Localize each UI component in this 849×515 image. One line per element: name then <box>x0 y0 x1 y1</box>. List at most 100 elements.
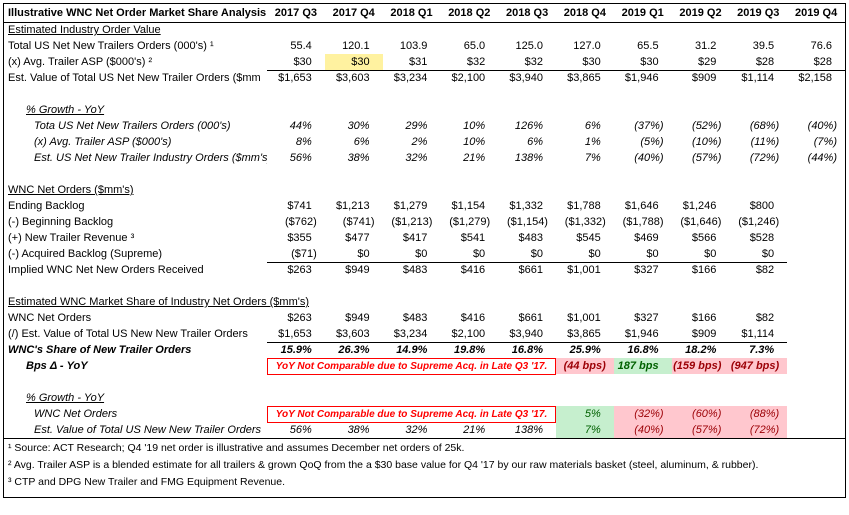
cell: 8% <box>295 136 312 148</box>
cell: (60%) <box>671 406 730 422</box>
table-row: Tota US Net New Trailers Orders (000's) 4… <box>4 118 845 134</box>
row-label: WNC Net Orders <box>34 408 118 420</box>
cell: 38% <box>347 152 370 164</box>
cell: 19.8% <box>453 344 486 356</box>
cell: $327 <box>634 264 659 277</box>
row-label <box>4 278 845 294</box>
column-header: 2019 Q4 <box>787 4 845 23</box>
cell: $416 <box>460 264 486 277</box>
cell: $483 <box>402 312 428 324</box>
cell: $483 <box>402 264 428 277</box>
cell: (72%) <box>749 152 780 164</box>
column-header: 2017 Q4 <box>324 4 383 23</box>
row-label: WNC Net Orders <box>8 312 92 324</box>
cell: 44% <box>289 120 312 132</box>
cell: $82 <box>755 312 775 324</box>
cell: 15.9% <box>280 344 312 356</box>
cell: (5%) <box>640 136 664 148</box>
cell: $263 <box>287 312 312 324</box>
cell: $30 <box>267 54 325 71</box>
cell: $741 <box>287 200 312 212</box>
table-row: (/) Est. Value of Total US New New Trail… <box>4 326 845 343</box>
cell: (68%) <box>749 120 780 132</box>
cell: 16.8% <box>511 344 543 356</box>
table-row <box>4 278 845 294</box>
table-row: WNC Net Orders ($mm's) <box>4 182 845 198</box>
cell: $0 <box>382 246 441 263</box>
cell: (52%) <box>692 120 722 132</box>
row-label: Bps Δ - YoY <box>26 360 88 372</box>
table-row <box>4 166 845 182</box>
row-label: (-) Beginning Backlog <box>8 216 114 228</box>
cell: 31.2 <box>694 40 717 52</box>
cell: $1,001 <box>567 264 601 277</box>
cell: ($1,154) <box>507 216 548 228</box>
table-row: (-) Beginning Backlog ($762) ($741) ($1,213… <box>4 214 845 230</box>
cell: 18.2% <box>685 344 717 357</box>
cell: $417 <box>402 232 428 244</box>
cell: 65.0 <box>463 40 486 52</box>
row-label <box>4 374 845 390</box>
cell: $1,213 <box>335 200 370 212</box>
cell: 7.3% <box>749 344 775 357</box>
cell: 25.9% <box>569 344 601 357</box>
cell: 1% <box>584 136 601 148</box>
cell: $1,001 <box>567 312 601 324</box>
cell: 103.9 <box>399 40 428 52</box>
cell: (40%) <box>634 152 664 164</box>
cell: (32%) <box>613 406 672 422</box>
cell: 65.5 <box>637 40 659 52</box>
table-row: Estimated Industry Order Value <box>4 22 845 38</box>
cell: 6% <box>584 120 601 132</box>
not-comparable-note: YoY Not Comparable due to Supreme Acq. i… <box>266 357 557 375</box>
cell: $800 <box>749 200 775 212</box>
row-label: (-) Acquired Backlog (Supreme) <box>8 248 163 260</box>
column-header: 2018 Q4 <box>555 4 614 23</box>
cell: 127.0 <box>573 40 601 52</box>
cell <box>787 214 845 230</box>
cell: $1,114 <box>741 72 775 85</box>
cell: $545 <box>576 232 601 244</box>
cell: $3,865 <box>555 326 614 343</box>
table-row: (+) New Trailer Revenue ³ $355 $477 $417 $54… <box>4 230 845 246</box>
cell: $2,100 <box>451 72 486 85</box>
table-row <box>4 86 845 102</box>
cell <box>787 326 845 342</box>
page-title: Illustrative WNC Net Order Market Share … <box>4 4 267 23</box>
cell: $0 <box>440 246 499 263</box>
cell: 6% <box>527 136 543 148</box>
not-comparable-note: YoY Not Comparable due to Supreme Acq. i… <box>266 405 557 423</box>
footnote: ¹ Source: ACT Research; Q4 '19 net order… <box>8 442 465 454</box>
row-label: (/) Est. Value of Total US New New Trail… <box>8 328 248 340</box>
table-row: Est. US Net New Trailer Industry Orders … <box>4 150 845 166</box>
cell: $3,234 <box>382 326 441 343</box>
row-label: Est. US Net New Trailer Industry Orders … <box>34 152 267 164</box>
cell: $31 <box>382 54 441 71</box>
cell: 16.8% <box>627 344 659 357</box>
cell: $1,332 <box>509 200 543 212</box>
row-label: Estimated Industry Order Value <box>8 24 161 37</box>
cell: $32 <box>440 54 499 71</box>
column-header: 2019 Q2 <box>671 4 730 23</box>
cell: ($741) <box>342 216 375 228</box>
table-row: Implied WNC Net New Orders Received $263 $… <box>4 262 845 278</box>
cell: 21% <box>463 152 486 164</box>
cell: $30 <box>324 54 383 71</box>
cell: $2,100 <box>440 326 499 343</box>
cell: $1,646 <box>624 200 659 212</box>
cell: 120.1 <box>342 40 370 52</box>
cell: 10% <box>463 120 486 132</box>
cell: 6% <box>353 136 370 148</box>
cell: $1,114 <box>729 326 788 343</box>
cell: 187 bps <box>613 358 672 374</box>
cell: 138% <box>514 424 543 437</box>
column-header: 2017 Q3 <box>267 4 325 23</box>
cell: (7%) <box>813 136 837 148</box>
row-label <box>4 86 845 102</box>
cell: 125.0 <box>515 40 543 52</box>
cell: $28 <box>729 54 788 71</box>
row-label: WNC Net Orders ($mm's) <box>8 184 134 196</box>
row-label: Ending Backlog <box>8 200 85 212</box>
row-label: % Growth - YoY <box>26 391 105 404</box>
table-row: (-) Acquired Backlog (Supreme) ($71) $0 $0 $… <box>4 246 845 263</box>
